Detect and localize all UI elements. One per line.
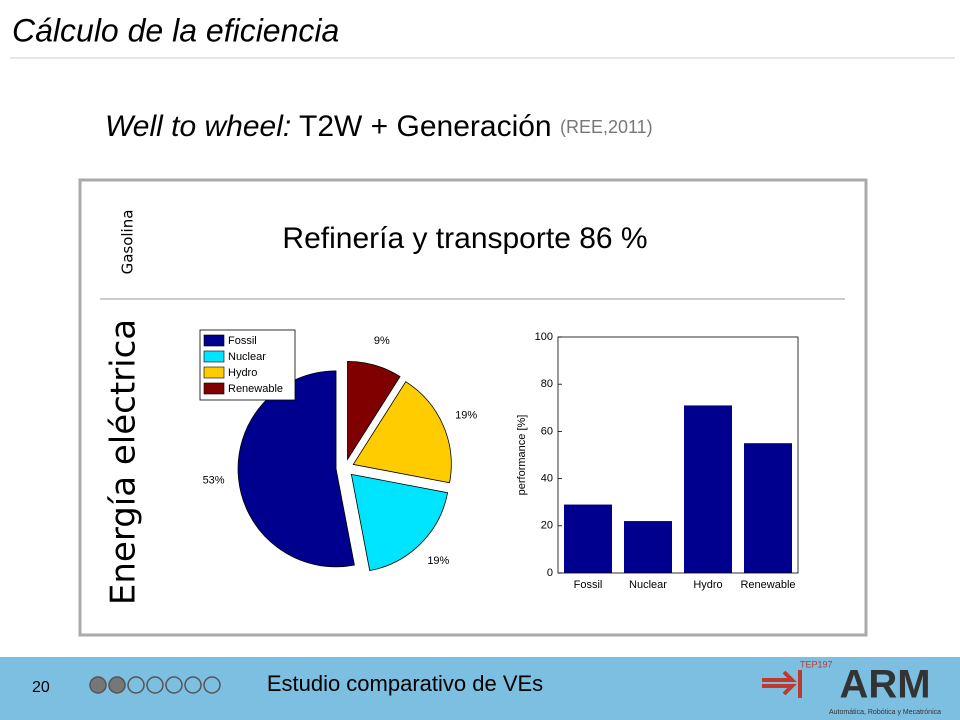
panel — [78, 178, 868, 637]
bar — [624, 521, 672, 573]
progress-dots — [89, 676, 221, 694]
dot — [146, 676, 164, 694]
charts: 9% 19% 19% 53% Fossil Nuclear Hydro Renewable Fo… — [199, 329, 799, 591]
legend-label: Nuclear — [228, 351, 266, 363]
footer-text: Estudio comparativo de VEs — [267, 671, 543, 696]
pie-slice — [350, 473, 449, 572]
y-tick-label: 60 — [541, 425, 553, 437]
slide-title: Cálculo de la eficiencia — [12, 12, 339, 48]
pie-label: 9% — [374, 335, 390, 347]
y-axis-label: performance [%] — [516, 415, 528, 496]
logo-sub: Automática, Robótica y Mecatrónica — [829, 709, 941, 716]
pie-slice — [352, 381, 452, 484]
logo-tag: TEP197 — [800, 659, 833, 669]
y-tick-label: 40 — [541, 473, 553, 485]
legend-swatch — [203, 334, 225, 347]
dot — [127, 676, 145, 694]
top-text: Refinería y transporte 86 % — [282, 222, 647, 255]
legend-label: Renewable — [228, 383, 283, 395]
legend-label: Fossil — [228, 335, 257, 347]
x-tick-label: Fossil — [574, 579, 603, 591]
legend-swatch — [203, 382, 225, 395]
legend-swatch — [203, 366, 225, 379]
y-tick-label: 80 — [541, 378, 553, 390]
dot — [89, 676, 107, 694]
y-tick-label: 20 — [541, 520, 553, 532]
axes-box — [557, 336, 799, 574]
top-label: Gasolina — [119, 210, 137, 275]
subtitle-main: T2W + Generación — [299, 110, 552, 143]
subtitle-source: (REE,2011) — [560, 117, 653, 137]
pie-label: 19% — [427, 555, 449, 567]
logo: ARM — [839, 663, 930, 707]
pie-label: 53% — [203, 474, 225, 486]
x-tick-label: Hydro — [693, 579, 722, 591]
logo-icon — [762, 670, 802, 698]
pie-slice — [347, 360, 401, 461]
y-tick-label: 100 — [535, 331, 553, 343]
pie-label: 19% — [455, 409, 477, 421]
subtitle: Well to wheel: T2W + Generación (REE,201… — [105, 110, 653, 143]
legend-label: Hydro — [228, 367, 257, 379]
dot — [184, 676, 202, 694]
y-tick-label: 0 — [547, 567, 553, 579]
bar — [744, 443, 792, 573]
x-tick-label: Renewable — [740, 579, 795, 591]
bar — [564, 504, 612, 573]
page-number: 20 — [32, 679, 50, 696]
bar — [684, 405, 732, 573]
dot — [165, 676, 183, 694]
x-tick-label: Nuclear — [629, 579, 667, 591]
subtitle-lead: Well to wheel: — [105, 110, 291, 143]
dot — [203, 676, 221, 694]
side-label: Energía eléctrica — [104, 319, 144, 605]
legend-swatch — [203, 350, 225, 363]
dot — [108, 676, 126, 694]
